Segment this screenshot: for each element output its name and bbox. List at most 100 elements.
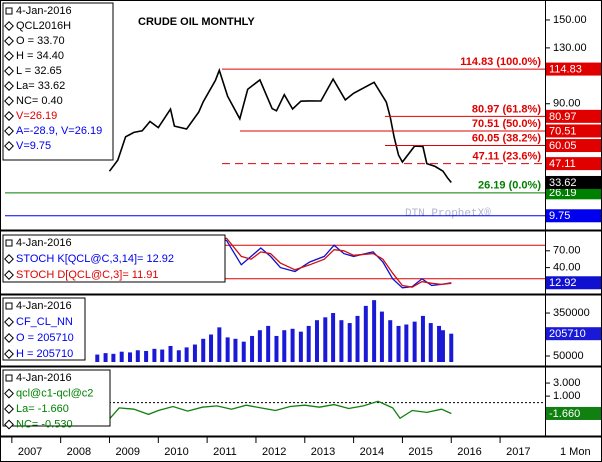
info-text: H = 205710: [16, 348, 73, 360]
bar: [372, 300, 377, 362]
bar: [250, 335, 255, 362]
legend-marker: [4, 270, 14, 280]
value-box-label: 9.75: [549, 210, 570, 222]
bar: [135, 350, 140, 362]
legend-marker: [4, 254, 14, 264]
info-box: [2, 234, 226, 283]
x-tick-label: 2012: [262, 446, 286, 458]
value-box-label: 70.51: [549, 125, 577, 137]
x-tick-label: 2017: [506, 446, 530, 458]
value-box-label: 33.62: [549, 177, 577, 189]
info-text: L = 32.65: [16, 65, 62, 77]
series-line: [108, 67, 452, 184]
bar: [184, 347, 189, 362]
y-tick-label: 70.00: [553, 245, 581, 257]
info-box: [2, 297, 86, 361]
bar: [144, 350, 149, 362]
y-tick-label: 1.000: [553, 390, 581, 402]
bar: [127, 352, 132, 362]
bar: [396, 325, 401, 362]
y-tick-label: 50000: [553, 350, 584, 362]
info-text: A=-28.9, V=26.19: [16, 125, 102, 137]
x-tick-label: 2015: [408, 446, 432, 458]
bar: [225, 337, 230, 362]
level-label: 60.05 (38.2%): [472, 132, 541, 144]
checkbox: [5, 374, 13, 382]
bar: [339, 320, 344, 362]
info-text: 4-Jan-2016: [16, 372, 72, 384]
bar: [355, 315, 360, 362]
bar: [428, 323, 433, 362]
level-label: 80.97 (61.8%): [472, 103, 541, 115]
bar: [95, 354, 100, 362]
info-text: La= 33.62: [16, 80, 65, 92]
legend-marker: [4, 111, 14, 121]
info-text: qcl@c1-qcl@c2: [16, 387, 93, 399]
bar: [176, 350, 181, 362]
bar: [103, 353, 108, 362]
info-text: QCL2016H: [16, 20, 71, 32]
legend-marker: [4, 404, 14, 414]
x-tick-label: 2007: [18, 446, 42, 458]
checkbox: [5, 302, 13, 310]
bar: [363, 305, 368, 362]
value-box: [546, 406, 601, 420]
x-tick-label: 2014: [360, 446, 384, 458]
bar: [298, 331, 303, 362]
bar: [241, 341, 246, 362]
info-text: O = 33.70: [16, 35, 65, 47]
bar: [412, 321, 417, 362]
bar: [201, 338, 206, 362]
bar: [323, 317, 328, 362]
x-tick-label: 2016: [457, 446, 481, 458]
legend-marker: [4, 317, 14, 327]
checkbox: [5, 239, 13, 247]
bar: [209, 334, 214, 362]
bar: [274, 335, 279, 362]
legend-marker: [4, 66, 14, 76]
info-text: O = 205710: [16, 332, 74, 344]
value-box: [546, 276, 601, 290]
bar: [314, 320, 319, 362]
bar: [192, 344, 197, 362]
info-text: 4-Jan-2016: [16, 300, 72, 312]
x-tick-label: 2010: [164, 446, 188, 458]
legend-marker: [4, 51, 14, 61]
legend-marker: [4, 349, 14, 359]
bar: [282, 330, 287, 362]
bar: [379, 311, 384, 362]
x-tick-label: 2011: [213, 446, 237, 458]
value-box: [546, 175, 601, 189]
level-label: 70.51 (50.0%): [472, 118, 541, 130]
info-text: STOCH K[QCL@C,3,14]= 12.92: [16, 253, 174, 265]
value-box: [546, 109, 601, 123]
bar: [266, 325, 271, 362]
bar: [331, 313, 336, 362]
x-tick-label: 2009: [115, 446, 139, 458]
legend-marker: [4, 36, 14, 46]
info-text: CF_CL_NN: [16, 316, 73, 328]
bar: [306, 325, 311, 362]
info-text: NC= 0.40: [16, 95, 63, 107]
value-box-label: 26.19: [549, 187, 577, 199]
series-line: [109, 400, 452, 420]
value-box: [546, 124, 601, 138]
checkbox: [5, 7, 13, 15]
value-box-label: 47.11: [549, 158, 576, 170]
info-text: 4-Jan-2016: [16, 5, 72, 17]
value-box-label: 205710: [549, 328, 586, 340]
bar: [257, 330, 262, 362]
bar: [440, 330, 445, 362]
value-box-label: 80.97: [549, 111, 577, 123]
bar: [420, 315, 425, 362]
info-box: [2, 369, 111, 427]
y-tick-label: 40.00: [553, 262, 581, 274]
bar: [449, 333, 454, 362]
legend-marker: [4, 81, 14, 91]
value-box-label: 12.92: [549, 277, 577, 289]
info-text: H = 34.40: [16, 50, 64, 62]
level-label: 47.11 (23.6%): [473, 151, 542, 163]
y-tick-label: 90.00: [553, 98, 581, 110]
bar: [119, 351, 124, 362]
value-box: [546, 327, 601, 341]
